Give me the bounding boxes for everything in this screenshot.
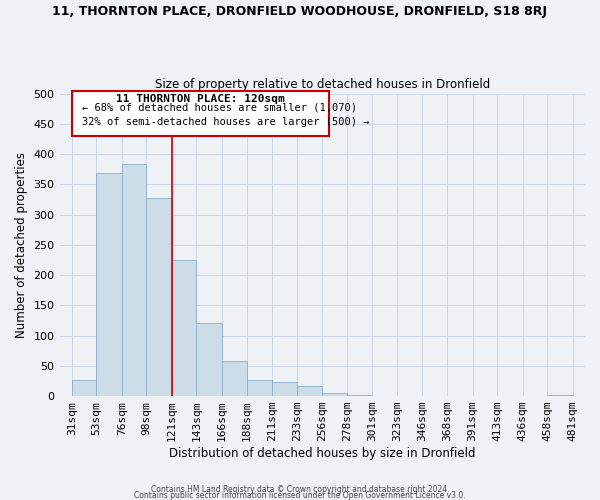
Text: Contains HM Land Registry data © Crown copyright and database right 2024.: Contains HM Land Registry data © Crown c… <box>151 485 449 494</box>
Text: 11 THORNTON PLACE: 120sqm: 11 THORNTON PLACE: 120sqm <box>116 94 285 104</box>
Bar <box>146 198 172 396</box>
Bar <box>322 393 347 396</box>
Bar <box>272 382 296 396</box>
Text: 11, THORNTON PLACE, DRONFIELD WOODHOUSE, DRONFIELD, S18 8RJ: 11, THORNTON PLACE, DRONFIELD WOODHOUSE,… <box>53 5 548 18</box>
Title: Size of property relative to detached houses in Dronfield: Size of property relative to detached ho… <box>155 78 490 91</box>
Bar <box>247 380 272 396</box>
Text: 32% of semi-detached houses are larger (500) →: 32% of semi-detached houses are larger (… <box>82 118 370 128</box>
Bar <box>122 164 146 396</box>
Bar <box>547 395 573 396</box>
Bar <box>96 174 122 396</box>
Bar <box>196 323 222 396</box>
Y-axis label: Number of detached properties: Number of detached properties <box>15 152 28 338</box>
Text: ← 68% of detached houses are smaller (1,070): ← 68% of detached houses are smaller (1,… <box>82 103 357 113</box>
FancyBboxPatch shape <box>72 90 329 136</box>
X-axis label: Distribution of detached houses by size in Dronfield: Distribution of detached houses by size … <box>169 447 476 460</box>
Bar <box>222 361 247 396</box>
Bar <box>72 380 96 396</box>
Text: Contains public sector information licensed under the Open Government Licence v3: Contains public sector information licen… <box>134 490 466 500</box>
Bar <box>296 386 322 396</box>
Bar <box>172 260 196 396</box>
